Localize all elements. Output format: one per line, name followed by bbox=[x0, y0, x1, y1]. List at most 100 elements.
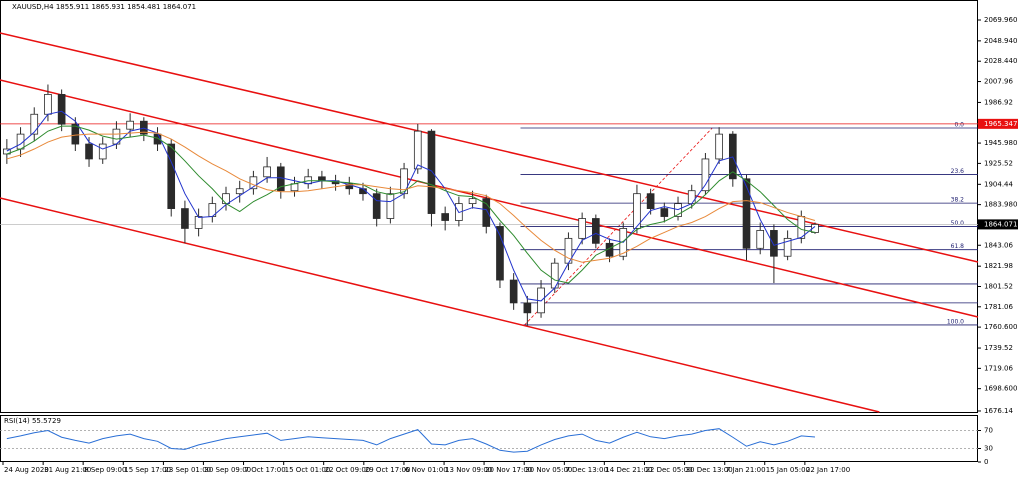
candle-body bbox=[770, 230, 778, 257]
candle-body bbox=[811, 223, 819, 233]
y-tick-label: 1904.44 bbox=[984, 180, 1013, 188]
moving-average bbox=[6, 110, 816, 302]
x-tick-label: 22 Oct 09:00 bbox=[325, 466, 371, 474]
rsi-tick-label: 30 bbox=[984, 445, 993, 453]
candle-body bbox=[44, 94, 52, 115]
candle-body bbox=[592, 218, 600, 244]
candle-body bbox=[646, 193, 655, 209]
rsi-panel bbox=[0, 415, 978, 462]
x-tick-label: 30 Nov 05:00 bbox=[525, 466, 572, 474]
x-tick-label: 15 Jan 05:00 bbox=[766, 466, 810, 474]
candle-body bbox=[413, 130, 422, 170]
x-tick-label: 30 Sep 09:00 bbox=[204, 466, 251, 474]
moving-average bbox=[6, 125, 816, 284]
candle-body bbox=[263, 166, 271, 178]
current-price-box bbox=[978, 219, 1018, 230]
fib-label: 38.2 bbox=[951, 197, 965, 204]
candle-body bbox=[181, 208, 189, 229]
x-tick-label: 30 Dec 13:00 bbox=[686, 466, 733, 474]
x-tick-label: 15 Oct 01:00 bbox=[285, 466, 331, 474]
rsi-title: RSI(14) 55.5729 bbox=[4, 417, 61, 425]
candle-body bbox=[194, 216, 203, 229]
candle-body bbox=[742, 178, 751, 249]
rsi-line bbox=[6, 428, 816, 453]
x-tick-label: 31 Aug 21:00 bbox=[44, 466, 91, 474]
candle-body bbox=[126, 120, 134, 130]
candle-body bbox=[701, 158, 710, 192]
candle-body bbox=[167, 143, 176, 209]
candle-body bbox=[372, 193, 381, 219]
candle-body bbox=[756, 230, 765, 249]
x-tick-label: 24 Aug 2020 bbox=[4, 466, 49, 474]
fib-label: 100.0 bbox=[947, 318, 964, 325]
y-tick-label: 1801.52 bbox=[984, 282, 1013, 290]
y-tick-label: 1676.14 bbox=[984, 407, 1013, 415]
x-tick-label: 7 Jan 21:00 bbox=[726, 466, 766, 474]
candle-body bbox=[98, 143, 107, 160]
candle-body bbox=[71, 123, 80, 145]
candle-body bbox=[468, 198, 477, 205]
candle-body bbox=[427, 130, 436, 214]
fib-label: 61.8 bbox=[951, 243, 965, 250]
fib-label: 0.0 bbox=[954, 121, 964, 128]
x-tick-label: 8 Sep 09:00 bbox=[84, 466, 126, 474]
y-tick-label: 1821.98 bbox=[984, 262, 1013, 270]
y-tick-label: 1843.06 bbox=[984, 241, 1013, 249]
y-tick-label: 1986.92 bbox=[984, 98, 1013, 106]
y-tick-label: 1739.52 bbox=[984, 344, 1013, 352]
x-tick-label: 22 Dec 05:00 bbox=[645, 466, 692, 474]
y-tick-label: 1760.600 bbox=[984, 323, 1017, 331]
rsi-tick-label: 0 bbox=[984, 458, 988, 466]
moving-average bbox=[6, 131, 816, 263]
candle-body bbox=[290, 183, 299, 192]
y-tick-label: 1883.980 bbox=[984, 201, 1017, 209]
candle-body bbox=[496, 226, 504, 281]
fib-label: 23.6 bbox=[951, 168, 965, 175]
candle-body bbox=[783, 237, 792, 257]
candle-body bbox=[85, 143, 93, 160]
rsi-tick-label: 70 bbox=[984, 427, 993, 435]
y-tick-label: 2069.960 bbox=[984, 16, 1017, 24]
x-tick-label: 22 Jan 17:00 bbox=[806, 466, 850, 474]
y-tick-label: 2007.96 bbox=[984, 78, 1013, 86]
y-tick-label: 1698.600 bbox=[984, 385, 1017, 393]
candle-body bbox=[687, 190, 696, 205]
price-box bbox=[978, 118, 1018, 129]
candle-body bbox=[715, 133, 723, 160]
x-tick-label: 14 Dec 21:00 bbox=[605, 466, 652, 474]
candle-body bbox=[57, 94, 66, 125]
chart-title: XAUUSD,H4 1855.911 1865.931 1854.481 186… bbox=[12, 3, 196, 11]
x-tick-label: 7 Oct 17:00 bbox=[245, 466, 286, 474]
candle-body bbox=[30, 113, 39, 135]
y-tick-label: 2048.940 bbox=[984, 37, 1017, 45]
candle-body bbox=[386, 193, 395, 219]
candle-body bbox=[482, 198, 491, 227]
x-tick-label: 15 Sep 17:00 bbox=[124, 466, 171, 474]
x-tick-label: 29 Oct 17:00 bbox=[365, 466, 411, 474]
candle-body bbox=[633, 193, 641, 229]
y-tick-label: 2028.440 bbox=[984, 57, 1017, 65]
x-tick-label: 7 Dec 13:00 bbox=[565, 466, 608, 474]
fib-label: 50.0 bbox=[951, 220, 965, 227]
channel-line bbox=[0, 197, 880, 413]
current-price-label: 1864.071 bbox=[984, 220, 1017, 228]
candle-body bbox=[318, 176, 326, 182]
y-tick-label: 1719.06 bbox=[984, 364, 1013, 372]
candle-body bbox=[441, 213, 449, 221]
x-tick-label: 23 Sep 01:00 bbox=[164, 466, 211, 474]
x-tick-label: 6 Nov 01:00 bbox=[405, 466, 448, 474]
candle-body bbox=[509, 279, 518, 304]
y-tick-label: 1781.06 bbox=[984, 303, 1013, 311]
y-tick-label: 1925.52 bbox=[984, 159, 1013, 167]
candle-body bbox=[235, 188, 244, 195]
candle-body bbox=[660, 208, 669, 217]
candle-body bbox=[523, 302, 532, 314]
candle-body bbox=[578, 218, 586, 239]
price-box-label: 1965.347 bbox=[984, 120, 1017, 128]
x-tick-label: 20 Nov 17:00 bbox=[485, 466, 532, 474]
candle-body bbox=[222, 193, 230, 205]
y-tick-label: 1945.980 bbox=[984, 139, 1017, 147]
x-tick-label: 13 Nov 09:00 bbox=[445, 466, 492, 474]
